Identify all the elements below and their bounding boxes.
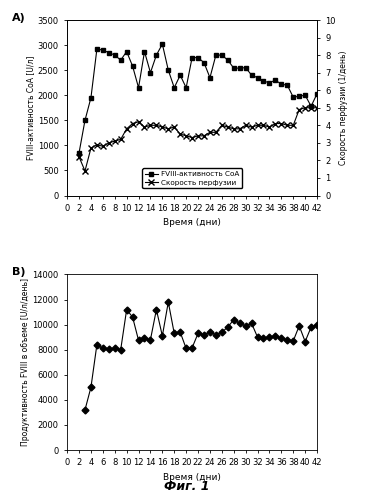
FVIII-активность СоА <box>130 63 135 69</box>
Скорость перфузии <box>184 133 188 139</box>
Скорость перфузии <box>244 122 248 128</box>
FVIII-активность СоА <box>297 93 301 99</box>
Скорость перфузии <box>190 134 194 140</box>
Скорость перфузии <box>107 140 111 146</box>
Скорость перфузии <box>125 126 129 132</box>
Скорость перфузии <box>285 122 289 128</box>
FVIII-активность СоА <box>315 90 319 96</box>
Скорость перфузии <box>208 130 212 136</box>
FVIII-активность СоА <box>196 54 200 60</box>
FVIII-активность СоА <box>77 150 81 156</box>
Y-axis label: FVIII-активность СоА [U/л]: FVIII-активность СоА [U/л] <box>26 56 35 160</box>
FVIII-активность СоА <box>184 84 188 90</box>
FVIII-активность СоА <box>107 50 111 56</box>
FVIII-активность СоА <box>232 65 236 71</box>
FVIII-активность СоА <box>178 72 182 78</box>
Legend: FVIII-активность СоА, Скорость перфузии: FVIII-активность СоА, Скорость перфузии <box>142 168 242 188</box>
Скорость перфузии <box>220 122 224 128</box>
FVIII-активность СоА <box>279 81 283 87</box>
FVIII-активность СоА <box>160 41 164 47</box>
FVIII-активность СоА <box>166 67 170 73</box>
Скорость перфузии <box>238 126 242 132</box>
Line: FVIII-активность СоА: FVIII-активность СоА <box>76 42 320 156</box>
X-axis label: Время (дни): Время (дни) <box>163 473 221 482</box>
Скорость перфузии <box>89 145 93 151</box>
FVIII-активность СоА <box>136 84 141 90</box>
FVIII-активность СоА <box>250 72 254 78</box>
FVIII-активность СоА <box>83 118 87 124</box>
FVIII-активность СоА <box>113 52 117 58</box>
Text: Фиг. 1: Фиг. 1 <box>164 480 209 493</box>
FVIII-активность СоА <box>244 64 248 70</box>
FVIII-активность СоА <box>285 82 289 88</box>
Скорость перфузии <box>113 138 117 144</box>
FVIII-активность СоА <box>89 94 93 100</box>
FVIII-активность СоА <box>309 104 313 110</box>
FVIII-активность СоА <box>142 48 147 54</box>
Скорость перфузии <box>315 105 319 111</box>
FVIII-активность СоА <box>267 80 272 86</box>
Скорость перфузии <box>154 122 159 128</box>
Скорость перфузии <box>130 120 135 126</box>
Скорость перфузии <box>101 144 105 150</box>
Скорость перфузии <box>160 124 164 130</box>
FVIII-активность СоА <box>125 48 129 54</box>
FVIII-активность СоА <box>172 84 176 90</box>
X-axis label: Время (дни): Время (дни) <box>163 218 221 228</box>
Скорость перфузии <box>119 136 123 142</box>
Скорость перфузии <box>142 124 147 130</box>
Скорость перфузии <box>178 131 182 137</box>
Скорость перфузии <box>83 168 87 174</box>
Скорость перфузии <box>255 122 260 128</box>
FVIII-активность СоА <box>154 52 159 58</box>
FVIII-активность СоА <box>214 52 218 58</box>
Скорость перфузии <box>232 126 236 132</box>
Скорость перфузии <box>309 105 313 111</box>
Y-axis label: Продуктивность FVIII в объеме [U/л/день]: Продуктивность FVIII в объеме [U/л/день] <box>21 278 30 446</box>
FVIII-активность СоА <box>273 77 278 83</box>
Text: В): В) <box>12 268 26 278</box>
Скорость перфузии <box>279 120 283 126</box>
Скорость перфузии <box>77 154 81 160</box>
FVIII-активность СоА <box>220 52 224 58</box>
FVIII-активность СоА <box>119 57 123 63</box>
Скорость перфузии <box>148 122 153 128</box>
Скорость перфузии <box>267 124 272 130</box>
Text: А): А) <box>12 13 26 23</box>
FVIII-активность СоА <box>148 70 153 75</box>
Скорость перфузии <box>297 106 301 112</box>
Скорость перфузии <box>214 130 218 136</box>
Скорость перфузии <box>226 124 230 130</box>
FVIII-активность СоА <box>261 78 266 84</box>
FVIII-активность СоА <box>226 57 230 63</box>
Y-axis label: Скорость перфузии (1/день): Скорость перфузии (1/день) <box>339 50 348 165</box>
FVIII-активность СоА <box>291 94 295 100</box>
Скорость перфузии <box>250 124 254 130</box>
Скорость перфузии <box>273 120 278 126</box>
FVIII-активность СоА <box>95 46 99 52</box>
Скорость перфузии <box>303 105 307 111</box>
Скорость перфузии <box>166 126 170 132</box>
Line: Скорость перфузии: Скорость перфузии <box>76 104 320 174</box>
FVIII-активность СоА <box>101 47 105 53</box>
FVIII-активность СоА <box>255 74 260 80</box>
FVIII-активность СоА <box>208 74 212 80</box>
Скорость перфузии <box>291 122 295 128</box>
FVIII-активность СоА <box>190 54 194 60</box>
Скорость перфузии <box>196 133 200 139</box>
Скорость перфузии <box>202 133 206 139</box>
Скорость перфузии <box>261 122 266 128</box>
Скорость перфузии <box>136 119 141 125</box>
FVIII-активность СоА <box>303 92 307 98</box>
Скорость перфузии <box>95 142 99 148</box>
FVIII-активность СоА <box>202 60 206 66</box>
FVIII-активность СоА <box>238 65 242 71</box>
Скорость перфузии <box>172 124 176 130</box>
